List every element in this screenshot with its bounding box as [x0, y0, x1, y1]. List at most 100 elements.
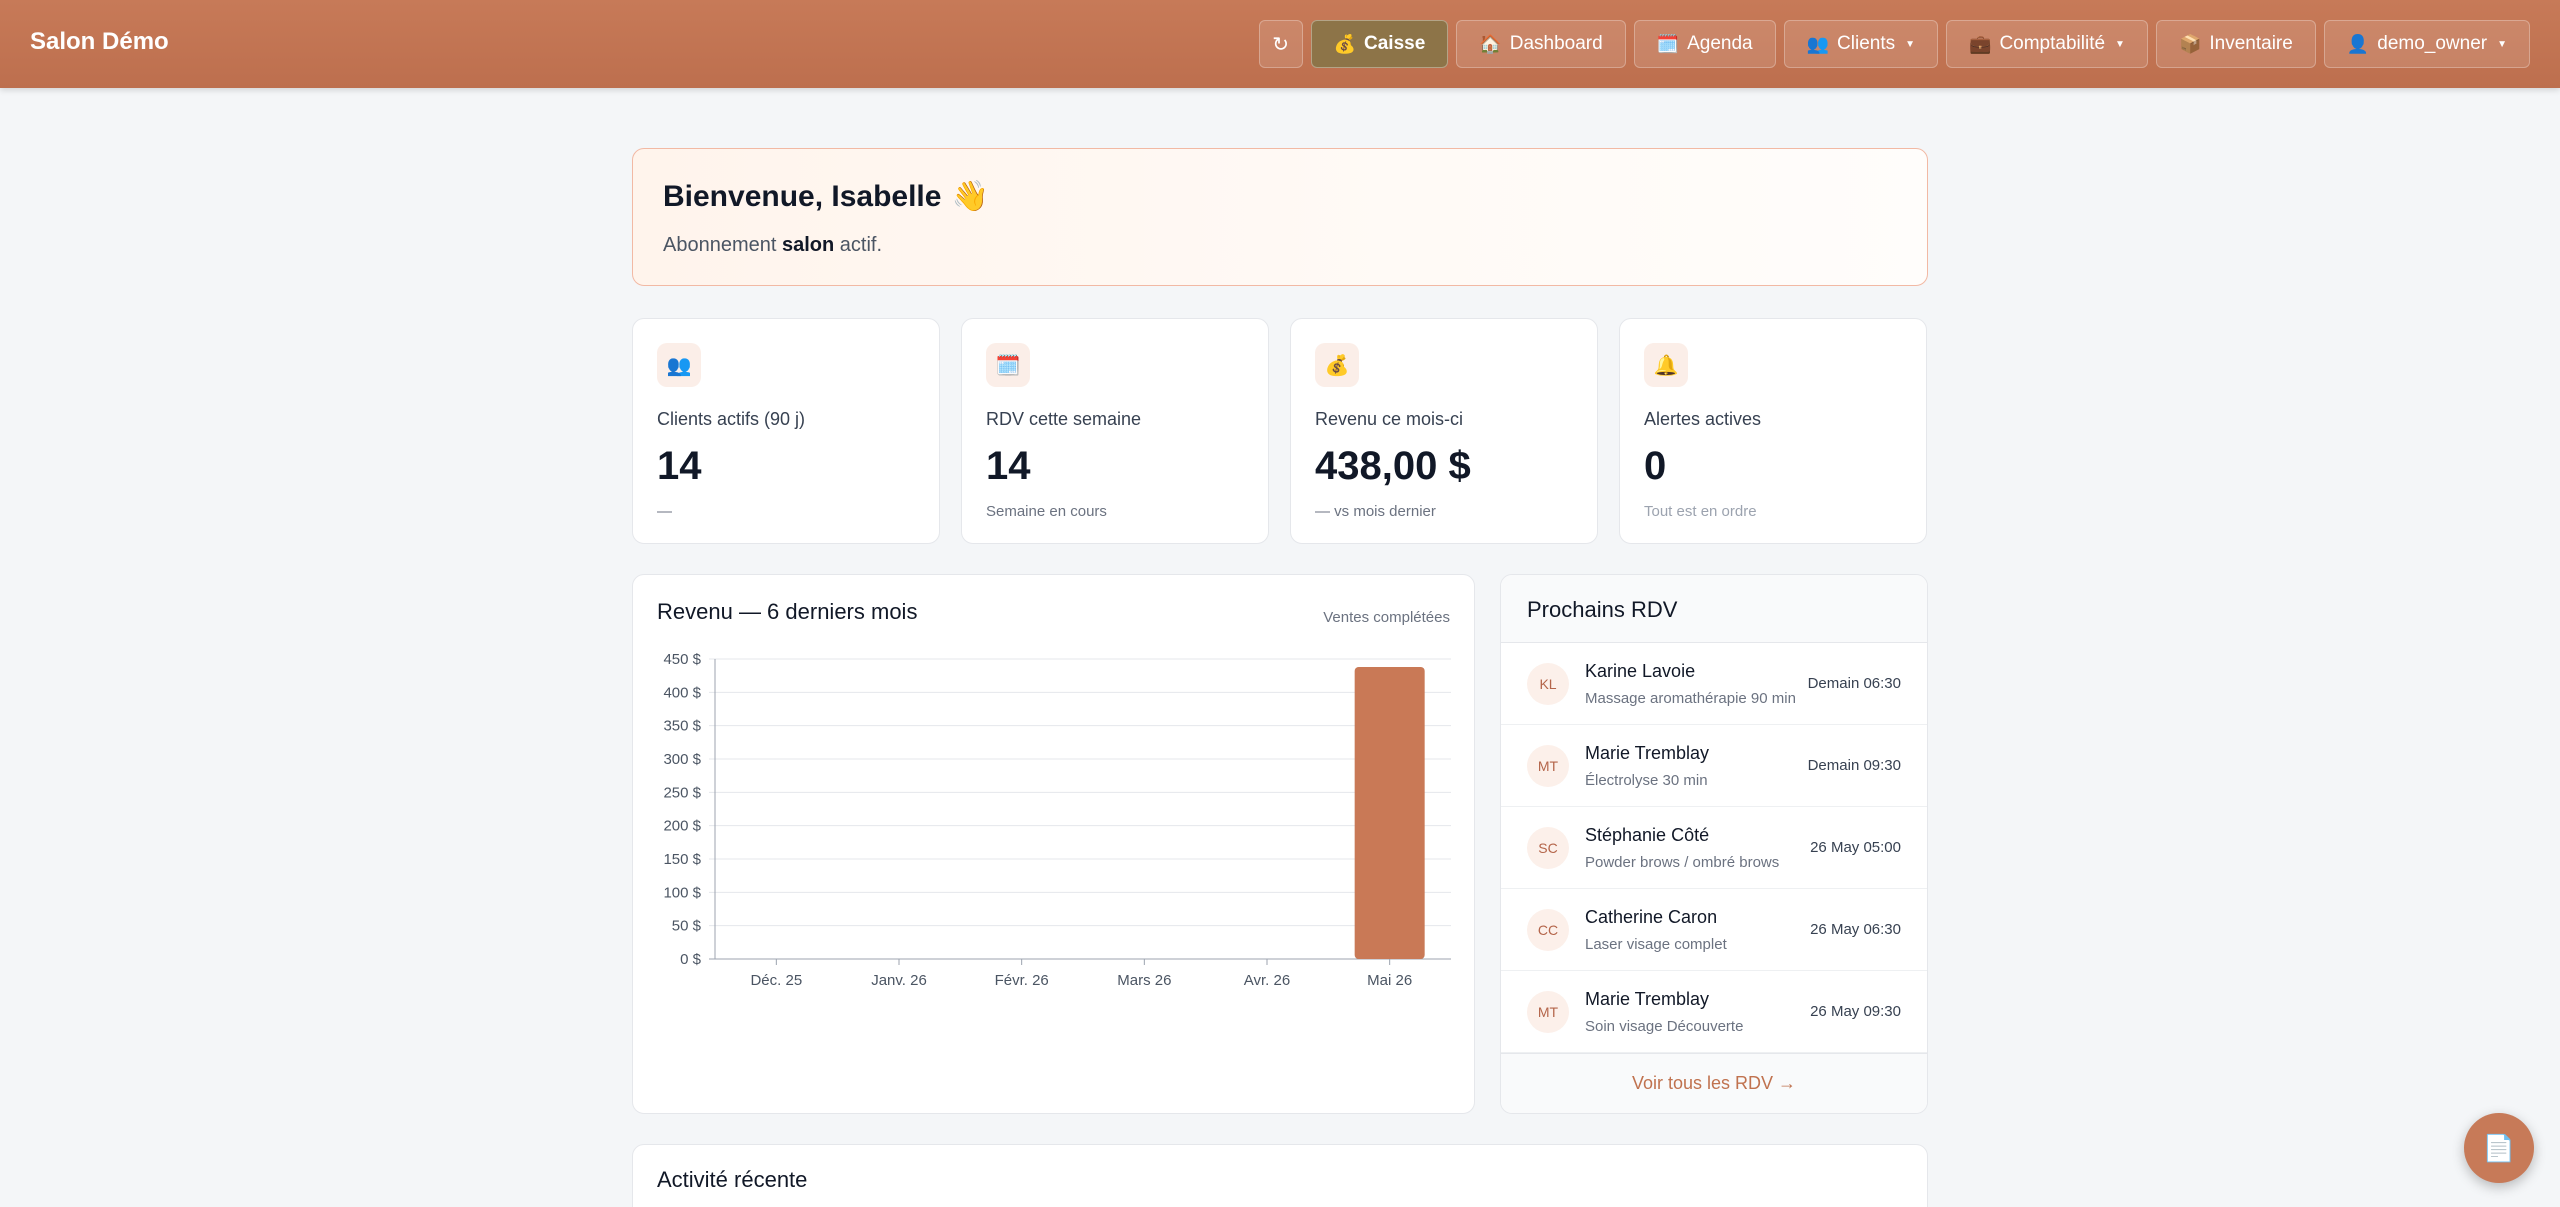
stat-value: 14 — [657, 444, 702, 488]
document-icon: 📄 — [2482, 1132, 2516, 1163]
service-name: Électrolyse 30 min — [1585, 771, 1708, 789]
appointment-item[interactable]: KL Karine Lavoie Massage aromathérapie 9… — [1501, 643, 1927, 725]
nav-caisse-button[interactable]: 💰 Caisse — [1310, 20, 1449, 68]
user-icon: 👤 — [2346, 33, 2370, 54]
house-icon: 🏠 — [1479, 33, 1502, 54]
client-name: Marie Tremblay — [1585, 742, 1710, 763]
nav-caisse-label: Caisse — [1364, 33, 1426, 54]
nav-comptabilite-dropdown[interactable]: 💼 Comptabilité ▼ — [1946, 20, 2148, 68]
calendar-icon: 🗓️ — [1656, 33, 1680, 54]
nav-clients-dropdown[interactable]: 👥 Clients ▼ — [1783, 20, 1939, 68]
appointment-time: 26 May 09:30 — [1810, 1003, 1901, 1020]
stat-value: 0 — [1644, 444, 1667, 488]
y-tick-label: 150 $ — [663, 851, 701, 868]
y-tick-label: 250 $ — [663, 784, 701, 801]
upcoming-appointments-card: Prochains RDV KL Karine Lavoie Massage a… — [1500, 574, 1928, 1114]
nav-dashboard-button[interactable]: 🏠 Dashboard — [1456, 20, 1626, 68]
caret-down-icon: ▼ — [2115, 38, 2125, 50]
stat-card-revenue: 💰 Revenu ce mois-ci 438,00 $ — vs mois d… — [1290, 318, 1598, 544]
nav-comptabilite-label: Comptabilité — [1999, 33, 2106, 54]
nav-agenda-button[interactable]: 🗓️ Agenda — [1633, 20, 1776, 68]
people-icon: 👥 — [1806, 33, 1830, 54]
package-icon: 📦 — [2178, 33, 2202, 54]
y-tick-label: 200 $ — [663, 818, 701, 835]
service-name: Laser visage complet — [1585, 935, 1727, 953]
appointment-text: Stéphanie Côté Powder brows / ombré brow… — [1585, 825, 1779, 871]
activity-title: Activité récente — [657, 1167, 808, 1192]
appointments-title: Prochains RDV — [1501, 575, 1927, 643]
nav-dashboard-label: Dashboard — [1509, 33, 1603, 54]
user-menu-label: demo_owner — [2377, 33, 2488, 54]
y-tick-label: 350 $ — [663, 718, 701, 735]
welcome-banner: Bienvenue, Isabelle 👋 Abonnement salon a… — [632, 148, 1928, 286]
money-bag-icon: 💰 — [1333, 33, 1357, 54]
y-tick-label: 50 $ — [672, 918, 702, 935]
appointment-item[interactable]: MT Marie Tremblay Soin visage Découverte… — [1501, 971, 1927, 1053]
nav-agenda-label: Agenda — [1687, 33, 1753, 54]
appointment-time: 26 May 05:00 — [1810, 839, 1901, 856]
revenue-chart-card: Revenu — 6 derniers mois Ventes complété… — [632, 574, 1475, 1114]
avatar: SC — [1527, 826, 1569, 869]
stat-value: 438,00 $ — [1315, 444, 1471, 488]
stat-card-clients: 👥 Clients actifs (90 j) 14 — — [632, 318, 940, 544]
stat-subtext: Tout est en ordre — [1644, 503, 1757, 520]
client-name: Karine Lavoie — [1585, 660, 1696, 681]
appointment-time: Demain 09:30 — [1807, 757, 1901, 774]
welcome-title-text: Bienvenue, Isabelle — [663, 179, 942, 213]
y-tick-label: 450 $ — [663, 651, 701, 668]
nav-inventaire-label: Inventaire — [2209, 33, 2293, 54]
appointment-item[interactable]: CC Catherine Caron Laser visage complet … — [1501, 889, 1927, 971]
stat-subtext: Semaine en cours — [986, 503, 1107, 520]
avatar: KL — [1527, 662, 1569, 705]
appointment-item[interactable]: SC Stéphanie Côté Powder brows / ombré b… — [1501, 807, 1927, 889]
stat-card-alerts: 🔔 Alertes actives 0 Tout est en ordre — [1619, 318, 1927, 544]
client-name: Marie Tremblay — [1585, 988, 1710, 1009]
chart-subtitle: Ventes complétées — [1323, 609, 1450, 626]
nav-clients-label: Clients — [1837, 33, 1896, 54]
refresh-button[interactable]: ↻ — [1258, 20, 1303, 68]
caret-down-icon: ▼ — [1905, 38, 1916, 50]
appointment-text: Karine Lavoie Massage aromathérapie 90 m… — [1585, 661, 1796, 707]
subscription-plan: salon — [781, 234, 835, 256]
service-name: Soin visage Découverte — [1585, 1017, 1744, 1035]
stat-label: Revenu ce mois-ci — [1315, 409, 1464, 429]
floating-document-button[interactable]: 📄 — [2464, 1113, 2534, 1183]
nav-inventaire-button[interactable]: 📦 Inventaire — [2155, 20, 2316, 68]
y-tick-label: 100 $ — [663, 884, 701, 901]
caret-down-icon: ▼ — [2497, 38, 2507, 50]
stats-row: 👥 Clients actifs (90 j) 14 — 🗓️ RDV cett… — [632, 318, 1928, 544]
people-icon: 👥 — [657, 343, 701, 387]
stat-label: Clients actifs (90 j) — [657, 409, 806, 429]
y-tick-label: 300 $ — [663, 751, 701, 768]
stat-value: 14 — [986, 444, 1031, 488]
x-tick-label: Mai 26 — [1367, 972, 1412, 989]
see-all-appointments-link[interactable]: Voir tous les RDV → — [1501, 1053, 1927, 1113]
subscription-suffix: actif. — [834, 234, 883, 256]
avatar: MT — [1527, 990, 1569, 1033]
content-row: Revenu — 6 derniers mois Ventes complété… — [632, 574, 1928, 1114]
x-tick-label: Avr. 26 — [1244, 972, 1290, 989]
stat-label: RDV cette semaine — [986, 409, 1142, 429]
top-navbar: Salon Démo ↻ 💰 Caisse 🏠 Dashboard 🗓️ Age… — [0, 0, 2560, 88]
bar — [1354, 667, 1425, 959]
appointment-text: Catherine Caron Laser visage complet — [1585, 907, 1727, 953]
brand-title[interactable]: Salon Démo — [30, 28, 169, 55]
waving-hand-icon: 👋 — [951, 180, 989, 213]
x-tick-label: Févr. 26 — [995, 972, 1049, 989]
appointment-item[interactable]: MT Marie Tremblay Électrolyse 30 min Dem… — [1501, 725, 1927, 807]
user-menu-dropdown[interactable]: 👤 demo_owner ▼ — [2323, 20, 2530, 68]
chart-title: Revenu — 6 derniers mois — [657, 599, 918, 624]
appointment-text: Marie Tremblay Soin visage Découverte — [1585, 989, 1743, 1035]
stat-subtext: — — [657, 503, 672, 520]
subscription-status: Abonnement salon actif. — [663, 234, 1897, 257]
appointment-text: Marie Tremblay Électrolyse 30 min — [1585, 743, 1709, 789]
welcome-title: Bienvenue, Isabelle 👋 — [663, 179, 1897, 214]
calendar-icon: 🗓️ — [986, 343, 1030, 387]
y-tick-label: 0 $ — [680, 951, 702, 968]
appointment-time: 26 May 06:30 — [1810, 921, 1901, 938]
x-tick-label: Mars 26 — [1117, 972, 1171, 989]
x-tick-label: Janv. 26 — [871, 972, 927, 989]
money-bag-icon: 💰 — [1315, 343, 1359, 387]
service-name: Powder brows / ombré brows — [1585, 853, 1780, 871]
avatar: CC — [1527, 908, 1569, 951]
